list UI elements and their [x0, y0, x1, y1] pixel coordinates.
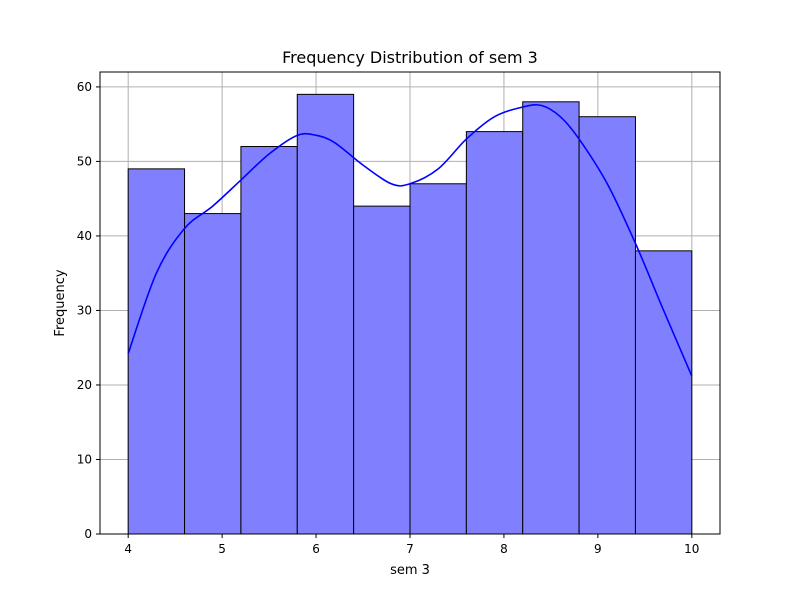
y-tick-label: 40: [77, 229, 92, 243]
histogram-bar-9: [578, 116, 636, 535]
x-tick-label: 5: [218, 542, 226, 556]
kde-curve-group: [127, 104, 693, 377]
x-tick-label: 8: [500, 542, 508, 556]
y-tick-label: 30: [77, 303, 92, 317]
x-axis-label: sem 3: [390, 563, 430, 578]
histogram-bar-6: [409, 183, 467, 535]
x-tick-label: 4: [124, 542, 132, 556]
histogram-bar-8: [522, 101, 580, 535]
kde-line: [127, 104, 693, 377]
chart-title: Frequency Distribution of sem 3: [282, 48, 538, 67]
y-tick-label: 10: [77, 452, 92, 466]
y-tick-label: 20: [77, 378, 92, 392]
histogram-bar-5: [353, 205, 411, 535]
histogram-bar-1: [127, 168, 186, 535]
histogram-bar-2: [184, 213, 242, 535]
histogram-bar-4: [296, 93, 355, 535]
x-axis-ticks: 4 5 6 7 8 9 10: [124, 534, 699, 556]
x-tick-label: 6: [312, 542, 320, 556]
y-tick-label: 50: [77, 154, 92, 168]
histogram-bar-7: [465, 131, 524, 535]
x-tick-label: 10: [684, 542, 699, 556]
histogram-bars: [127, 93, 693, 535]
y-tick-label: 60: [77, 80, 92, 94]
x-tick-label: 9: [594, 542, 602, 556]
y-axis-ticks: 0 10 20 30 40 50 60: [77, 80, 100, 541]
x-tick-label: 7: [406, 542, 414, 556]
y-tick-label: 0: [84, 527, 92, 541]
histogram-bar-3: [240, 146, 298, 535]
y-axis-label: Frequency: [53, 269, 68, 336]
histogram-bar-10: [634, 250, 693, 535]
